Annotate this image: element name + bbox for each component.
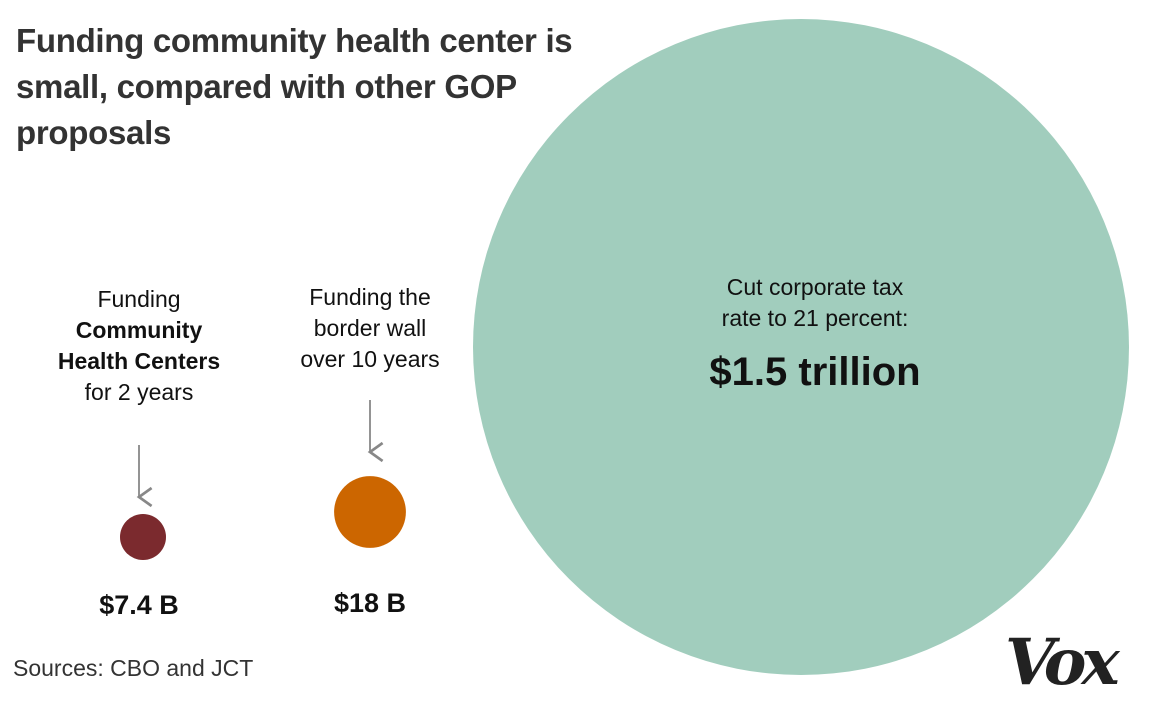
label-line: Community — [75, 317, 203, 343]
label-border-wall: Funding the border wall over 10 years — [270, 282, 470, 375]
bubble-border-wall — [334, 476, 406, 548]
bubble-community-health-centers — [120, 514, 166, 560]
label-line: rate to 21 percent: — [721, 305, 909, 331]
label-line: for 2 years — [84, 379, 194, 405]
label-line: Health Centers — [57, 348, 221, 374]
bubble-corporate-tax-cut — [473, 19, 1129, 675]
value-label-community-health-centers: $7.4 B — [99, 590, 179, 620]
label-community-health-centers: Funding Community Health Centers for 2 y… — [20, 284, 258, 408]
value-label-corporate-tax-cut: $1.5 trillion — [709, 350, 921, 394]
vox-logo: Vox — [1005, 625, 1120, 700]
label-line: Cut corporate tax — [726, 274, 904, 300]
value-label-border-wall: $18 B — [333, 588, 407, 618]
label-corporate-tax-cut: Cut corporate tax rate to 21 percent: — [655, 272, 975, 334]
label-line: border wall — [313, 315, 427, 341]
chart-title: Funding community health center is small… — [16, 22, 573, 151]
source-note: Sources: CBO and JCT — [13, 655, 254, 681]
label-line: over 10 years — [300, 346, 440, 372]
label-line: Funding — [97, 286, 181, 312]
label-line: Funding the — [309, 284, 431, 310]
